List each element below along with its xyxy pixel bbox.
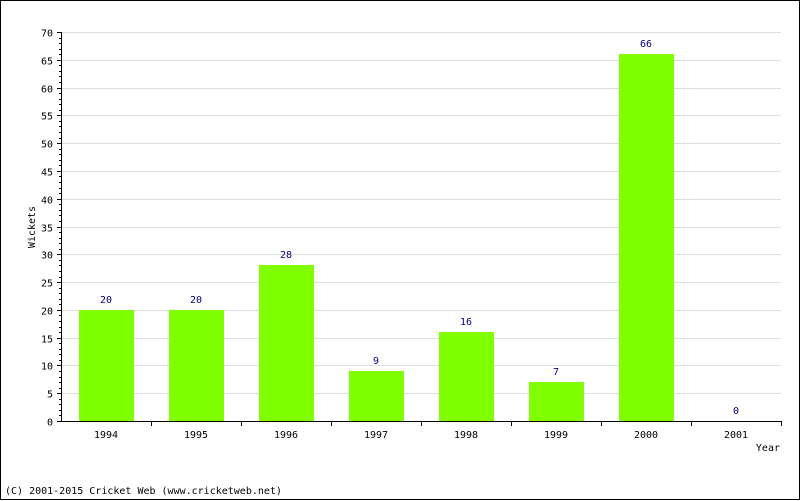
data-label: 66 bbox=[640, 39, 652, 50]
bar bbox=[169, 310, 224, 421]
y-tick-label: 10 bbox=[41, 362, 53, 373]
y-tick-label: 60 bbox=[41, 85, 53, 96]
data-label: 20 bbox=[100, 295, 112, 306]
y-tick-label: 65 bbox=[41, 57, 53, 68]
y-tick-label: 5 bbox=[47, 390, 53, 401]
y-tick-label: 15 bbox=[41, 335, 53, 346]
data-label: 7 bbox=[553, 367, 559, 378]
y-tick-label: 70 bbox=[41, 29, 53, 40]
y-axis: 0 5 10 15 20 25 30 35 40 45 50 55 60 65 70 bbox=[41, 29, 62, 429]
y-tick-label: 40 bbox=[41, 196, 53, 207]
x-tick-label: 1994 bbox=[94, 430, 118, 441]
bar bbox=[259, 265, 314, 421]
bar bbox=[349, 371, 404, 421]
y-tick-label: 50 bbox=[41, 140, 53, 151]
x-tick-label: 1996 bbox=[274, 430, 298, 441]
y-tick-label: 25 bbox=[41, 279, 53, 290]
x-tick-label: 2000 bbox=[634, 430, 658, 441]
y-axis-label: Wickets bbox=[27, 206, 38, 248]
x-axis-label: Year bbox=[756, 443, 780, 454]
value-labels: 20 20 28 9 16 7 66 0 bbox=[100, 39, 739, 417]
y-tick-label: 45 bbox=[41, 168, 53, 179]
y-tick-label: 55 bbox=[41, 112, 53, 123]
x-tick-label: 1998 bbox=[454, 430, 478, 441]
x-tick-label: 1997 bbox=[364, 430, 388, 441]
y-tick-label: 30 bbox=[41, 251, 53, 262]
bar bbox=[439, 332, 494, 421]
x-tick-label: 1995 bbox=[184, 430, 208, 441]
x-axis: 1994 1995 1996 1997 1998 1999 2000 2001 bbox=[61, 421, 782, 441]
x-tick-label: 1999 bbox=[544, 430, 568, 441]
y-tick-label: 20 bbox=[41, 307, 53, 318]
y-tick-label: 0 bbox=[47, 418, 53, 429]
data-label: 9 bbox=[373, 356, 379, 367]
data-label: 28 bbox=[280, 250, 292, 261]
copyright-text: (C) 2001-2015 Cricket Web (www.cricketwe… bbox=[5, 486, 282, 497]
x-tick-label: 2001 bbox=[724, 430, 748, 441]
data-label: 0 bbox=[733, 406, 739, 417]
bar bbox=[619, 54, 674, 421]
bar bbox=[79, 310, 134, 421]
y-tick-label: 35 bbox=[41, 224, 53, 235]
bars bbox=[79, 54, 674, 421]
bar bbox=[529, 382, 584, 421]
data-label: 16 bbox=[460, 317, 472, 328]
data-label: 20 bbox=[190, 295, 202, 306]
